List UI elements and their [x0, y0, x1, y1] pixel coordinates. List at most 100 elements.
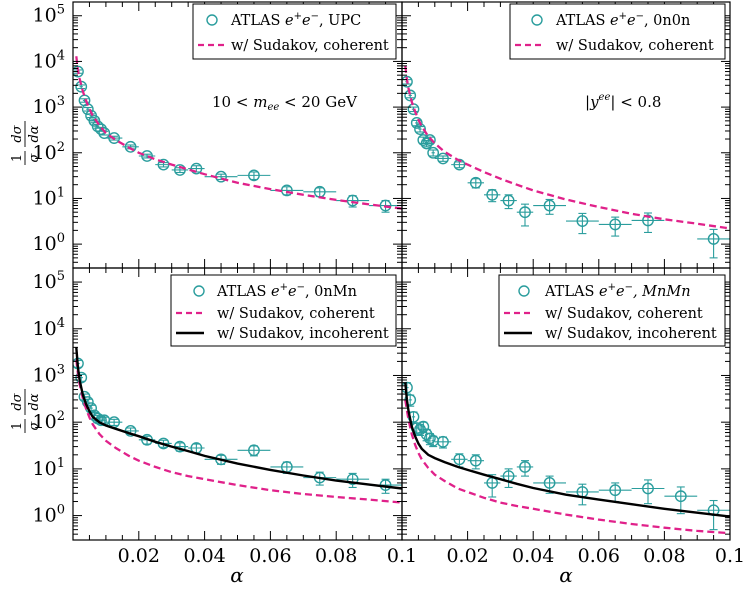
incoherent-curve	[75, 347, 402, 490]
x-tick-label: 0.04	[183, 545, 225, 567]
x-tick-label: 0.06	[578, 545, 620, 567]
data-point	[516, 203, 534, 227]
ylabel-den: σ	[27, 152, 42, 162]
data-point	[336, 472, 370, 489]
plot-area	[402, 65, 730, 259]
data-point	[631, 479, 665, 505]
data-point	[451, 158, 468, 171]
x-tick-label: 0.08	[315, 545, 357, 567]
data-marker	[453, 453, 466, 466]
plot-area	[73, 347, 402, 504]
data-marker	[674, 490, 687, 503]
y-tick-label: 101	[33, 456, 65, 480]
data-marker	[410, 117, 423, 129]
legend-label-coherent: w/ Sudakov, coherent	[231, 38, 389, 54]
data-point	[500, 194, 517, 210]
data-point	[516, 460, 534, 477]
coherent-curve	[75, 56, 402, 210]
data-point	[598, 482, 632, 503]
data-marker	[543, 477, 556, 489]
y-tick-label: 101	[33, 185, 65, 209]
data-marker	[427, 146, 440, 159]
ylabel-dnum: dσ	[10, 392, 25, 410]
data-marker	[642, 482, 654, 495]
data-marker	[141, 150, 153, 162]
data-marker	[519, 461, 531, 473]
coherent-curve	[75, 359, 402, 504]
panel-bottom-left: 100 101 102 103 104 105 0.02 0.04 0.06 0.08 0.1	[33, 267, 417, 567]
y-tick-label: 104	[33, 316, 65, 340]
data-marker	[420, 428, 433, 441]
data-marker	[609, 484, 622, 497]
ylabel-num: 1	[10, 154, 25, 162]
data-marker	[402, 75, 413, 88]
y-tick-label: 105	[33, 3, 65, 27]
data-point	[427, 146, 440, 159]
data-marker	[417, 420, 430, 433]
data-marker	[174, 164, 186, 176]
data-marker	[73, 65, 84, 78]
data-marker	[95, 123, 107, 135]
y-tick-label: 100	[33, 503, 65, 527]
coherent-curve	[404, 65, 730, 230]
x-axis-label-right: α	[559, 563, 573, 586]
legend-marker-data	[206, 14, 218, 26]
data-point	[484, 188, 501, 203]
ylabel-dnum: dσ	[10, 124, 25, 142]
legend-label-data: ATLAS e+e−, MnMn	[544, 282, 691, 300]
data-point	[533, 198, 566, 215]
data-marker	[437, 435, 449, 448]
data-marker	[423, 134, 436, 146]
data-marker	[576, 215, 589, 227]
data-point	[598, 216, 632, 237]
data-marker	[437, 152, 449, 165]
plot-area	[73, 56, 402, 213]
data-marker	[519, 206, 531, 219]
data-marker	[469, 176, 482, 189]
legend-bottom-left: ATLAS e+e−, 0nMn w/ Sudakov, coherent w/…	[170, 274, 397, 347]
data-point	[467, 176, 484, 189]
data-point	[434, 152, 452, 165]
data-point	[122, 140, 139, 153]
x-tick-label: 0.02	[446, 545, 488, 567]
data-marker	[379, 199, 392, 212]
data-point	[171, 164, 189, 176]
y-tick-label: 105	[33, 269, 65, 293]
legend-label-data: ATLAS e+e−, 0nMn	[216, 282, 357, 300]
x-axis-label-left: α	[230, 563, 244, 586]
annotation-mass-range: 10 < mee < 20 GeV	[212, 93, 358, 113]
legend-top-right: ATLAS e+e−, 0n0n w/ Sudakov, coherent	[509, 3, 726, 60]
data-marker	[346, 194, 359, 207]
data-point	[427, 434, 440, 448]
panel-bottom-right: 0.02 0.04 0.06 0.08 0.1	[401, 267, 745, 567]
y-tick-label: 104	[33, 48, 65, 72]
legend-marker-data	[193, 285, 205, 297]
data-marker	[502, 194, 515, 207]
data-marker	[469, 454, 482, 467]
incoherent-curve	[404, 382, 730, 518]
x-tick-label: 0.04	[512, 545, 554, 567]
y-tick-label: 103	[33, 362, 65, 386]
data-marker	[248, 444, 260, 457]
legend-marker-data	[531, 14, 543, 26]
annotation-rapidity-cut: |yee| < 0.8	[585, 92, 661, 111]
data-point	[237, 169, 271, 182]
data-point	[500, 468, 517, 489]
x-tick-label: 0.02	[118, 545, 160, 567]
panel-frame	[401, 267, 731, 541]
data-marker	[423, 432, 436, 445]
data-marker	[404, 89, 417, 102]
legend-bottom-right: ATLAS e+e−, MnMn w/ Sudakov, coherent w/…	[498, 274, 726, 347]
legend-label-data: ATLAS e+e−, UPC	[230, 11, 361, 29]
data-point	[204, 170, 238, 183]
y-tick-label: 100	[33, 231, 65, 255]
y-tick-label: 103	[33, 94, 65, 118]
panel-top-right	[401, 1, 731, 269]
data-marker	[190, 162, 203, 175]
ylabel-dden: dα	[27, 125, 42, 142]
y-axis-label-top: 1 σ dσ dα	[10, 121, 42, 165]
ylabel-den: σ	[27, 420, 42, 430]
y-axis-label-bottom: 1 σ dσ dα	[10, 389, 42, 433]
